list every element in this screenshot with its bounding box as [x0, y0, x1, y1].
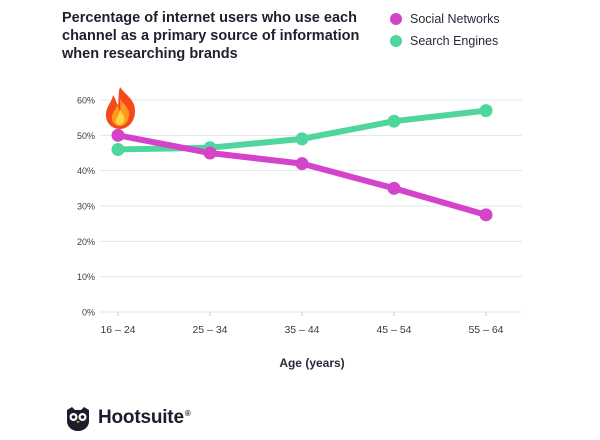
x-tick-label: 55 – 64 — [468, 324, 503, 336]
legend-item-social-networks: Social Networks — [390, 10, 500, 28]
y-tick-label: 60% — [77, 96, 95, 106]
legend-label: Search Engines — [410, 34, 499, 48]
data-point — [479, 208, 493, 222]
y-tick-label: 30% — [77, 202, 95, 212]
legend: Social Networks Search Engines — [390, 10, 500, 54]
data-point — [111, 128, 125, 142]
x-tick-label: 25 – 34 — [192, 324, 227, 336]
legend-item-search-engines: Search Engines — [390, 32, 500, 50]
x-axis-label: Age (years) — [279, 356, 344, 370]
y-tick-label: 40% — [77, 166, 95, 176]
legend-label: Social Networks — [410, 12, 500, 26]
owl-icon — [67, 407, 89, 431]
x-tick-label: 45 – 54 — [376, 324, 411, 336]
data-point — [295, 157, 309, 171]
data-point — [111, 142, 125, 156]
legend-swatch — [390, 35, 402, 47]
legend-swatch — [390, 13, 402, 25]
y-tick-label: 50% — [77, 131, 95, 141]
brand: Hootsuite® — [64, 404, 191, 432]
data-point — [387, 114, 401, 128]
x-tick-label: 16 – 24 — [100, 324, 135, 336]
y-tick-label: 20% — [77, 237, 95, 247]
data-point — [387, 181, 401, 195]
chart-title: Percentage of internet users who use eac… — [62, 10, 360, 62]
x-tick-label: 35 – 44 — [284, 324, 319, 336]
y-tick-label: 10% — [77, 272, 95, 282]
data-point — [295, 132, 309, 146]
data-point — [479, 104, 493, 118]
fire-icon — [105, 87, 136, 129]
series-line-social-networks — [115, 132, 489, 218]
brand-name: Hootsuite® — [98, 407, 191, 428]
data-point — [203, 146, 217, 160]
y-tick-label: 0% — [82, 308, 95, 318]
